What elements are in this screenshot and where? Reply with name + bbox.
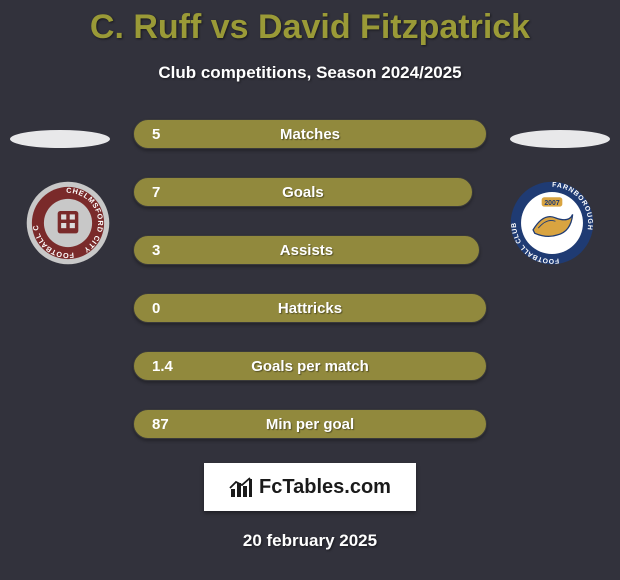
stat-value: 0 [134,300,234,317]
comparison-subtitle: Club competitions, Season 2024/2025 [0,63,620,83]
stats-bars: 5 Matches 7 Goals 3 Assists 0 Hattricks [133,119,487,439]
stat-bar-matches: 5 Matches [133,119,487,149]
stat-label: Matches [280,126,340,143]
snapshot-date: 20 february 2025 [0,531,620,551]
brand-name: FcTables.com [259,476,391,499]
stat-label: Assists [280,242,333,259]
stat-row: 0 Hattricks [133,293,487,323]
stat-value: 1.4 [134,358,234,375]
comparison-title: C. Ruff vs David Fitzpatrick [0,0,620,47]
bar-chart-icon [229,475,253,499]
stat-row: 5 Matches [133,119,487,149]
stat-bar-goals-per-match: 1.4 Goals per match [133,351,487,381]
stat-bar-min-per-goal: 87 Min per goal [133,409,487,439]
stat-row: 87 Min per goal [133,409,487,439]
stat-row: 3 Assists [133,235,487,265]
stat-label: Goals [282,184,324,201]
stat-bar-hattricks: 0 Hattricks [133,293,487,323]
stat-label: Goals per match [251,358,369,375]
branding-box: FcTables.com [204,463,416,511]
stat-row: 7 Goals [133,177,487,207]
stat-bar-goals: 7 Goals [133,177,473,207]
stat-value: 7 [134,184,234,201]
stat-value: 5 [134,126,234,143]
stat-bar-assists: 3 Assists [133,235,480,265]
stat-value: 87 [134,416,234,433]
stat-value: 3 [134,242,234,259]
stat-label: Hattricks [278,300,342,317]
stat-label: Min per goal [266,416,354,433]
stat-row: 1.4 Goals per match [133,351,487,381]
